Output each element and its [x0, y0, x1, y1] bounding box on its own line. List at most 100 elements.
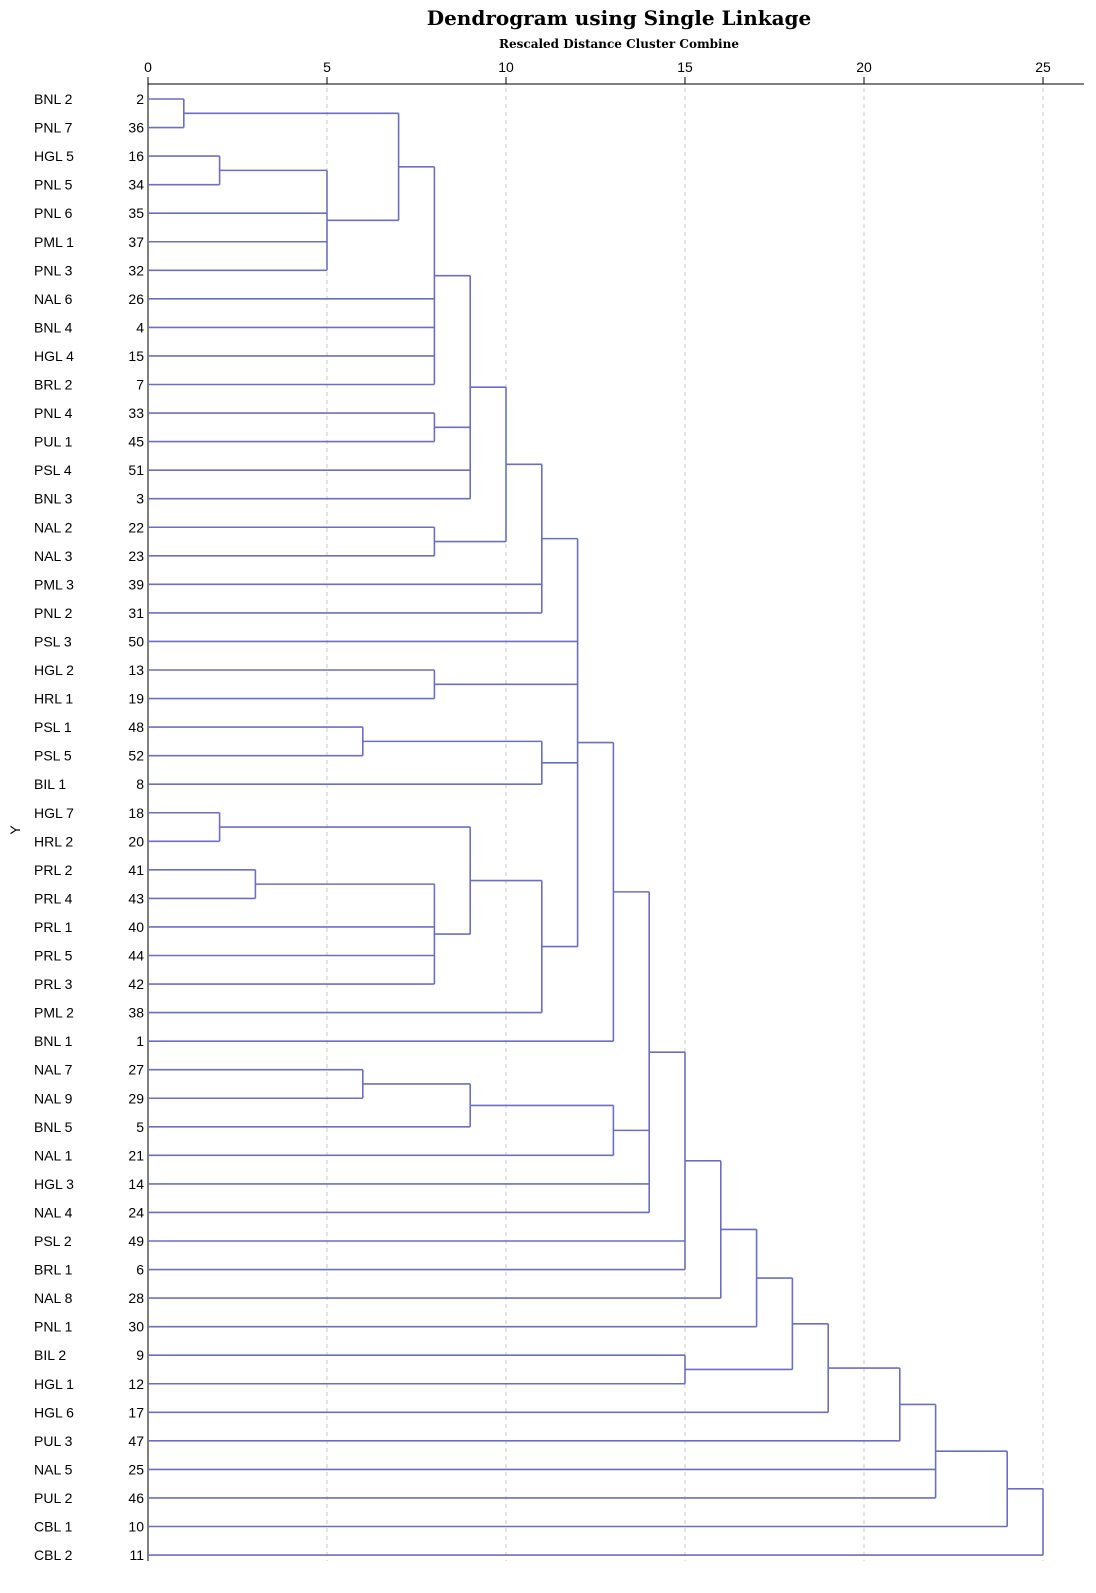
leaf-label: PML 1 [34, 234, 74, 250]
leaf-case-number: 19 [128, 691, 144, 707]
chart-title: Dendrogram using Single Linkage [427, 6, 812, 30]
leaf-case-number: 35 [128, 205, 144, 221]
leaf-label: HGL 3 [34, 1176, 74, 1192]
leaf-label: PSL 3 [34, 633, 72, 649]
leaf-case-number: 33 [128, 405, 144, 421]
leaf-case-number: 51 [128, 462, 144, 478]
leaf-case-number: 11 [129, 1547, 144, 1563]
leaf-case-number: 34 [128, 177, 144, 193]
x-tick-label: 15 [677, 59, 693, 75]
leaf-case-number: 9 [136, 1347, 144, 1363]
leaf-case-number: 16 [128, 148, 144, 164]
leaf-case-number: 8 [136, 776, 144, 792]
leaf-case-number: 14 [128, 1176, 144, 1192]
leaf-case-number: 15 [128, 348, 144, 364]
x-tick-label: 25 [1035, 59, 1051, 75]
leaf-label: PRL 3 [34, 976, 73, 992]
leaf-label: BIL 1 [34, 776, 66, 792]
leaf-case-number: 30 [128, 1319, 144, 1335]
leaf-case-number: 17 [128, 1404, 144, 1420]
leaf-label: PRL 1 [34, 919, 73, 935]
leaf-case-number: 18 [128, 805, 144, 821]
leaf-label: NAL 1 [34, 1147, 73, 1163]
leaf-label: HRL 1 [34, 691, 73, 707]
leaf-case-number: 31 [128, 605, 144, 621]
leaf-label: NAL 5 [34, 1461, 73, 1477]
leaf-case-number: 20 [128, 833, 144, 849]
leaf-label: NAL 6 [34, 291, 73, 307]
leaf-case-number: 39 [128, 576, 144, 592]
leaf-label: PNL 3 [34, 262, 73, 278]
x-tick-label: 20 [856, 59, 872, 75]
leaf-case-number: 40 [128, 919, 144, 935]
x-axis: 0 5 10 15 20 25 [144, 59, 1084, 1562]
leaf-label: PSL 1 [34, 719, 72, 735]
leaf-case-number: 6 [136, 1262, 144, 1278]
leaf-case-number: 37 [128, 234, 144, 250]
leaf-label: PNL 5 [34, 177, 73, 193]
leaf-case-number: 4 [136, 319, 144, 335]
leaf-label: PRL 4 [34, 890, 73, 906]
leaf-case-number: 12 [128, 1376, 144, 1392]
leaf-case-number: 7 [136, 377, 144, 393]
x-tick-label: 10 [498, 59, 514, 75]
leaf-label: NAL 9 [34, 1090, 73, 1106]
leaf-label: BNL 1 [34, 1033, 73, 1049]
leaf-label: BIL 2 [34, 1347, 66, 1363]
leaf-case-number: 50 [128, 633, 144, 649]
leaf-label: NAL 8 [34, 1290, 73, 1306]
leaf-label: PUL 1 [34, 434, 73, 450]
leaf-label: NAL 7 [34, 1062, 73, 1078]
leaf-label: PSL 5 [34, 748, 72, 764]
leaf-label: BNL 4 [34, 319, 73, 335]
leaf-label: HGL 4 [34, 348, 74, 364]
leaf-case-number: 46 [128, 1490, 144, 1506]
leaf-case-number: 29 [128, 1090, 144, 1106]
leaf-case-number: 43 [128, 890, 144, 906]
leaf-case-number: 13 [128, 662, 144, 678]
leaf-case-number: 41 [128, 862, 144, 878]
leaf-label: HGL 1 [34, 1376, 74, 1392]
leaf-case-number: 44 [128, 948, 144, 964]
leaf-case-number: 28 [128, 1290, 144, 1306]
leaf-label: PNL 7 [34, 120, 73, 136]
leaf-label: BNL 5 [34, 1119, 73, 1135]
dendrogram-links [148, 98, 1044, 1556]
leaf-case-number: 2 [136, 91, 144, 107]
leaf-label: BNL 2 [34, 91, 73, 107]
leaf-case-number: 27 [128, 1062, 144, 1078]
leaf-label: PML 3 [34, 576, 74, 592]
grid-layer [326, 88, 1044, 1562]
leaf-label: NAL 4 [34, 1204, 73, 1220]
leaf-case-number: 48 [128, 719, 144, 735]
leaf-label: PSL 4 [34, 462, 72, 478]
leaf-label: HRL 2 [34, 833, 73, 849]
leaf-label: PNL 4 [34, 405, 73, 421]
leaf-case-number: 5 [136, 1119, 144, 1135]
chart-subtitle: Rescaled Distance Cluster Combine [499, 37, 739, 51]
leaf-case-number: 24 [128, 1204, 144, 1220]
leaf-label: HGL 7 [34, 805, 74, 821]
leaf-label: PRL 5 [34, 948, 73, 964]
leaf-label: BRL 2 [34, 377, 73, 393]
leaf-case-number: 25 [128, 1461, 144, 1477]
leaf-label: PSL 2 [34, 1233, 72, 1249]
leaf-case-number: 21 [128, 1147, 144, 1163]
leaf-label: PNL 6 [34, 205, 73, 221]
leaf-case-number: 45 [128, 434, 144, 450]
x-tick-label: 0 [144, 59, 152, 75]
leaf-case-number: 42 [128, 976, 144, 992]
leaf-label: PUL 2 [34, 1490, 73, 1506]
leaf-case-number: 32 [128, 262, 144, 278]
leaf-case-number: 26 [128, 291, 144, 307]
leaf-case-number: 52 [128, 748, 144, 764]
leaf-label: CBL 2 [34, 1547, 73, 1563]
leaf-label: PRL 2 [34, 862, 73, 878]
leaf-label: PNL 1 [34, 1319, 73, 1335]
leaf-case-number: 38 [128, 1005, 144, 1021]
leaf-label: BNL 3 [34, 491, 73, 507]
leaf-case-number: 49 [128, 1233, 144, 1249]
